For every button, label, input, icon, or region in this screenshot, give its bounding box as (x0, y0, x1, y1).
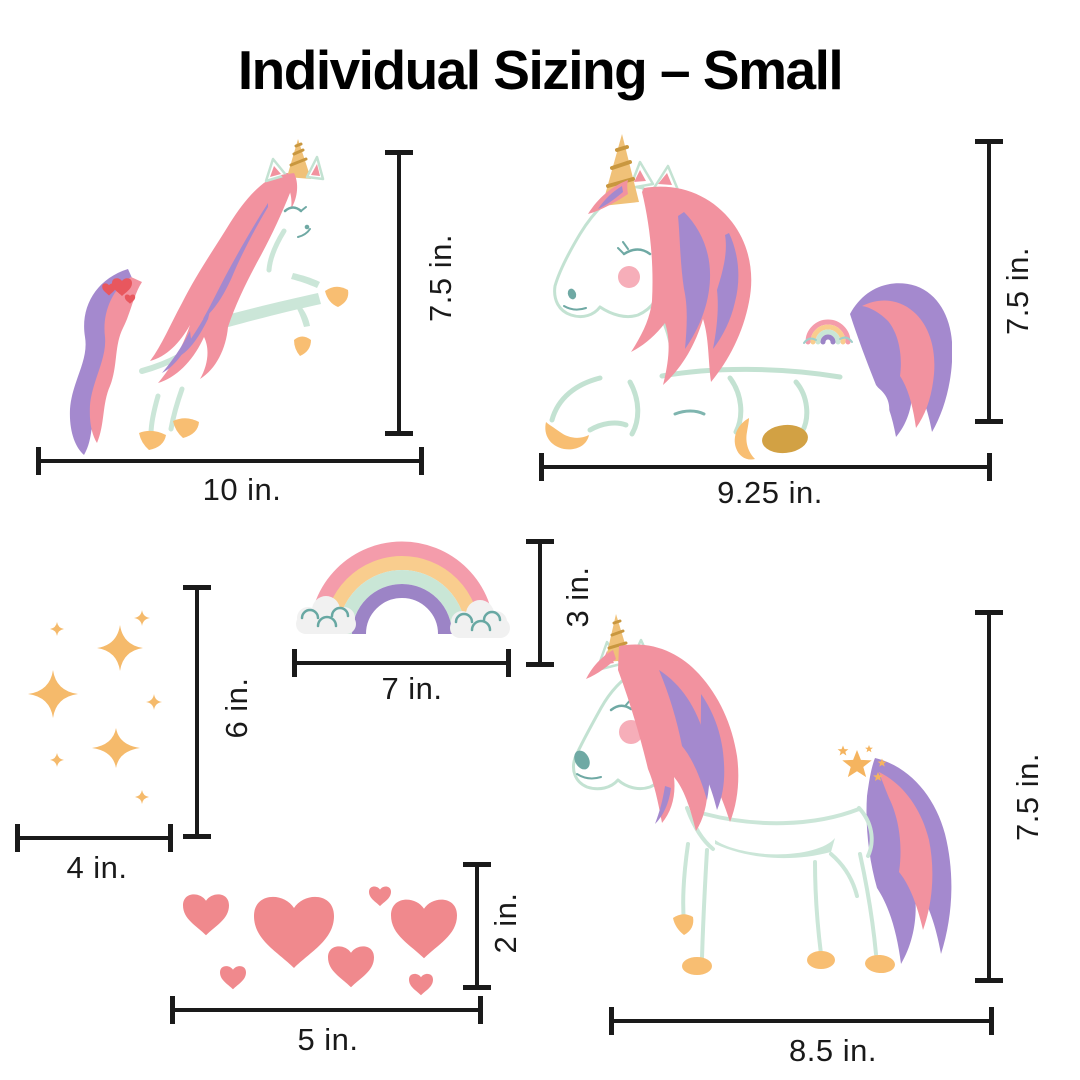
tail (850, 283, 952, 437)
tail (866, 758, 952, 964)
mane (150, 173, 292, 383)
height-dimension-label: 6 in. (219, 677, 254, 739)
ears (264, 155, 325, 183)
rainbow-accent (803, 319, 853, 345)
width-dimension-line (15, 824, 173, 852)
width-dimension-label: 10 in. (202, 472, 282, 507)
mane (618, 644, 739, 831)
hearts-icon (183, 886, 457, 996)
width-dimension-line (609, 1007, 994, 1035)
height-dimension-label: 2 in. (488, 892, 523, 954)
width-dimension-line (36, 447, 424, 475)
mane (631, 186, 752, 385)
width-dimension-label: 8.5 in. (789, 1033, 877, 1068)
tail (69, 269, 142, 455)
height-dimension-line (526, 539, 554, 667)
height-dimension-label: 7.5 in. (1000, 247, 1035, 335)
face-details (283, 206, 311, 238)
horn (287, 139, 311, 179)
height-dimension-line (463, 862, 491, 990)
prancing-unicorn-icon (69, 139, 349, 455)
height-dimension-line (385, 150, 413, 436)
width-dimension-line (170, 996, 483, 1024)
forelock (586, 650, 616, 679)
height-dimension-label: 7.5 in. (1010, 753, 1045, 841)
left-cloud (296, 596, 356, 634)
height-dimension-label: 7.5 in. (423, 234, 458, 322)
width-dimension-line (292, 649, 511, 677)
width-dimension-label: 7 in. (381, 671, 443, 706)
page-title: Individual Sizing – Small (237, 39, 844, 101)
hooves (673, 914, 895, 975)
height-dimension-line (975, 139, 1003, 424)
horn (602, 134, 639, 206)
standing-unicorn-icon (572, 614, 952, 975)
width-dimension-label: 9.25 in. (717, 475, 823, 510)
resting-unicorn-icon (545, 134, 952, 460)
width-dimension-label: 5 in. (297, 1022, 359, 1057)
forelock (588, 180, 628, 214)
height-dimension-line (183, 585, 211, 839)
width-dimension-line (539, 453, 992, 481)
rainbow-icon (296, 541, 510, 638)
ears (628, 160, 680, 192)
forelock (281, 173, 298, 209)
sparkles-icon (28, 610, 162, 804)
hearts-accent (102, 278, 136, 304)
body (562, 366, 890, 450)
face-details (563, 241, 652, 311)
width-dimension-label: 4 in. (66, 850, 128, 885)
right-cloud (450, 600, 510, 638)
height-dimension-line (975, 610, 1003, 983)
hooves (545, 418, 808, 460)
hooves (139, 286, 349, 450)
